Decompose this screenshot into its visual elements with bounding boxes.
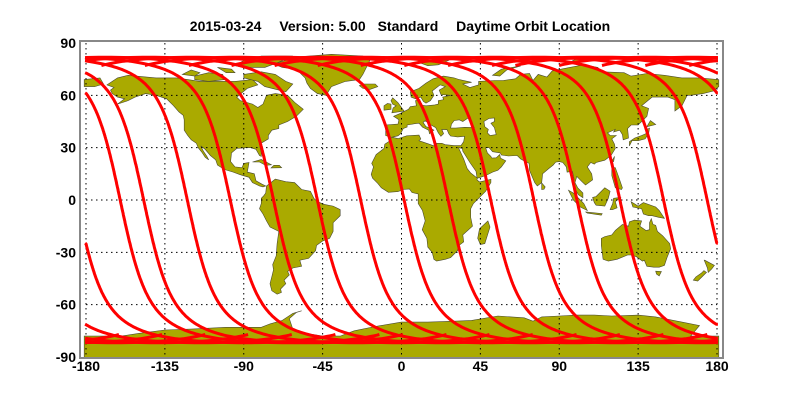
orbit-track-12 (317, 55, 718, 344)
y-tick-label: 0 (68, 192, 76, 208)
orbit-track-2 (84, 71, 404, 345)
y-tick-label: -90 (56, 349, 76, 365)
land-baffin-island (243, 71, 294, 93)
orbit-track-5 (644, 56, 718, 67)
orbit-track-5 (84, 55, 534, 345)
x-tick-label: -45 (313, 358, 333, 374)
orbit-track-1 (84, 91, 380, 345)
x-tick-label: -90 (234, 358, 254, 374)
land-new-zealand-north (703, 259, 715, 274)
orbit-track-13 (360, 55, 718, 340)
x-tick-label: -135 (151, 358, 179, 374)
y-axis-labels: 90 60 30 0 -30 -60 -90 (56, 35, 76, 365)
land-sri-lanka (541, 182, 546, 190)
orbit-track-7 (101, 55, 621, 345)
orbit-track-14 (84, 322, 293, 345)
gridlines (85, 43, 718, 357)
land-new-zealand-south (692, 270, 707, 282)
land-ireland (383, 103, 392, 111)
land-hispaniola (270, 165, 283, 169)
x-tick-label: 135 (626, 358, 650, 374)
land-greenland (272, 53, 371, 96)
y-tick-label: -30 (56, 244, 76, 260)
x-tick-label: 90 (551, 358, 567, 374)
x-tick-label: 180 (705, 358, 729, 374)
orbit-tracks (84, 55, 719, 345)
land-devon-island (217, 67, 236, 73)
land-java (585, 211, 603, 216)
plot-frame (79, 40, 724, 359)
orbit-track-4 (84, 56, 490, 345)
title-version: Version: 5.00 (279, 18, 366, 34)
land-north-america (106, 74, 304, 188)
land-australia (601, 217, 671, 268)
land-tasmania (655, 270, 662, 277)
orbit-track-11 (274, 55, 718, 345)
orbit-track-6 (84, 55, 577, 345)
land-taiwan (611, 156, 615, 163)
orbit-track-9 (188, 55, 708, 345)
x-axis-labels: -180 -135 -90 -45 0 45 90 135 180 (72, 358, 729, 374)
orbit-track-15 (84, 241, 336, 345)
y-tick-label: 30 (60, 140, 76, 156)
land-madagascar (477, 220, 491, 245)
land-eurasia-africa (370, 64, 720, 262)
title-product: Standard (378, 18, 439, 34)
y-tick-label: -60 (56, 297, 76, 313)
land-banks-island (181, 69, 201, 77)
caspian-sea (483, 117, 497, 136)
orbit-track-14 (403, 55, 718, 326)
land-great-britain (390, 97, 405, 114)
red-sea (457, 147, 478, 179)
orbit-track-6 (688, 59, 718, 67)
x-tick-label: 0 (398, 358, 406, 374)
land-novaya-zemlya (491, 65, 521, 77)
title-description: Daytime Orbit Location (456, 18, 610, 34)
land-borneo (592, 187, 611, 207)
y-tick-label: 60 (60, 87, 76, 103)
land-new-guinea (630, 200, 666, 219)
title-date: 2015-03-24 (190, 18, 262, 34)
orbit-track-8 (144, 55, 664, 345)
orbit-track-10 (231, 55, 718, 345)
x-tick-label: 45 (473, 358, 489, 374)
land-hokkaido (646, 120, 657, 128)
land-japan (629, 127, 650, 147)
y-tick-label: 90 (60, 35, 76, 51)
land-sulawesi (609, 196, 622, 210)
map-title: 2015-03-24 Version: 5.00 Standard Daytim… (190, 18, 610, 34)
x-tick-label: -180 (72, 358, 100, 374)
orbit-track-15 (447, 55, 719, 245)
land-cuba (252, 159, 273, 166)
orbit-track-3 (84, 59, 447, 345)
